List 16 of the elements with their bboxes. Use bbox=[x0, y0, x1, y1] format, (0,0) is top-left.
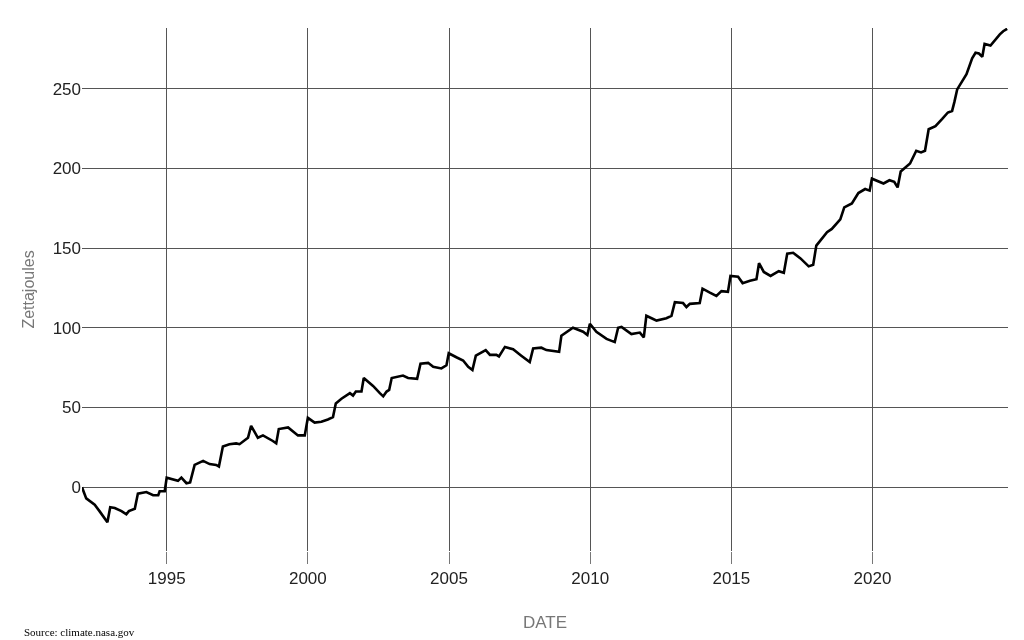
y-axis-title: Zettajoules bbox=[19, 250, 37, 329]
x-tick-label: 2010 bbox=[571, 569, 610, 589]
x-tick-label: 2015 bbox=[712, 569, 751, 589]
x-tick-label: 2005 bbox=[430, 569, 468, 589]
source-note: Source: climate.nasa.gov bbox=[24, 626, 135, 638]
y-tick-label: 100 bbox=[52, 318, 81, 338]
line-series bbox=[82, 28, 1008, 524]
x-axis-title: DATE bbox=[522, 612, 568, 632]
x-tick-label: 2000 bbox=[288, 569, 327, 589]
x-tick-label: 1995 bbox=[147, 569, 186, 589]
y-tick-label: 150 bbox=[52, 238, 81, 258]
x-tick-label: 2020 bbox=[853, 569, 892, 589]
y-tick-label: 200 bbox=[52, 159, 81, 179]
y-tick-label: 250 bbox=[52, 79, 81, 99]
y-tick-label: 50 bbox=[62, 398, 81, 418]
y-tick-label: 0 bbox=[71, 478, 81, 498]
